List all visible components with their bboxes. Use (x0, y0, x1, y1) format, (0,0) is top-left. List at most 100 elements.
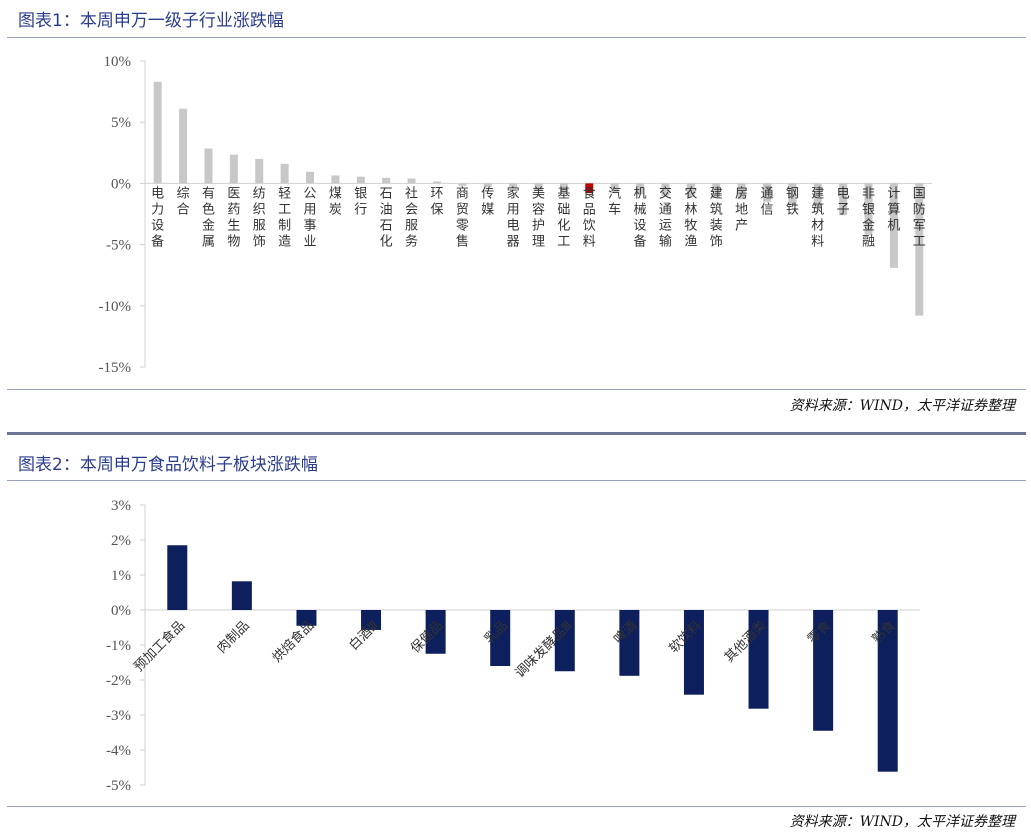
x-category-label: 医药生物 (227, 186, 240, 249)
figure-2-top-rule (7, 480, 1026, 481)
bar-机械设备 (636, 183, 645, 195)
x-category-label: 基础化工 (557, 186, 570, 249)
bar-综合 (179, 108, 188, 184)
x-category-label: 电力设备 (151, 186, 164, 249)
bar-通信 (762, 183, 771, 202)
bar-食品饮料 (585, 183, 594, 194)
y-tick-label: -3% (106, 708, 131, 724)
bar-交通运输 (661, 183, 670, 196)
x-category-label: 电子 (837, 186, 850, 217)
bar-公用事业 (306, 171, 315, 184)
bar-白酒Ⅲ (361, 610, 382, 630)
x-category-label: 机械设备 (634, 186, 647, 249)
x-category-label: 石油石化 (380, 186, 393, 249)
bar-商贸零售 (458, 183, 467, 186)
figure-2-source: 资料来源：WIND，太平洋证券整理 (789, 814, 1015, 830)
x-category-label: 传媒 (481, 186, 494, 217)
bar-社会服务 (407, 178, 416, 184)
y-tick-label: -2% (106, 673, 131, 689)
x-category-label: 社会服务 (405, 185, 418, 249)
bar-熟食 (877, 610, 898, 772)
y-tick-label: 0% (111, 603, 131, 619)
x-category-label: 银行 (354, 186, 367, 217)
x-category-label: 商贸零售 (456, 186, 469, 249)
bar-烘焙食品 (296, 610, 317, 626)
y-tick-label: 3% (111, 498, 131, 514)
x-category-label: 肉制品 (215, 618, 253, 656)
bar-煤炭 (331, 175, 340, 184)
figure-1-title: 图表1：本周申万一级子行业涨跌幅 (18, 11, 284, 31)
figure-2-bottom-rule (7, 806, 1026, 807)
bar-传媒 (483, 183, 492, 188)
y-tick-label: -1% (106, 638, 131, 654)
x-category-label: 国防军工 (913, 186, 926, 249)
bar-有色金属 (204, 148, 213, 184)
x-category-label: 预加工食品 (131, 618, 188, 675)
x-category-label: 环保 (430, 186, 443, 217)
bar-汽车 (610, 183, 619, 194)
bar-农林牧渔 (686, 183, 695, 197)
x-category-label: 建筑材料 (811, 186, 824, 249)
y-tick-label: -4% (106, 743, 131, 759)
x-category-label: 综合 (177, 186, 190, 217)
x-category-label: 纺织服饰 (253, 186, 266, 249)
y-tick-label: -15% (99, 360, 132, 376)
x-category-label: 农林牧渔 (684, 186, 697, 249)
bar-计算机 (889, 183, 898, 268)
bar-家用电器 (509, 183, 518, 189)
x-category-label: 通信 (760, 186, 773, 217)
figure-2-title: 图表2：本周申万食品饮料子板块涨跌幅 (18, 455, 318, 475)
bar-国防军工 (915, 183, 924, 316)
bar-保健品 (425, 610, 446, 654)
bar-基础化工 (559, 183, 568, 192)
x-category-label: 钢铁 (786, 186, 799, 217)
figure-1-bottom-rule (7, 389, 1026, 390)
bar-非银金融 (864, 183, 873, 235)
x-category-label: 建筑装饰 (710, 186, 723, 249)
x-category-label: 计算机 (887, 186, 900, 233)
bar-零食 (813, 610, 834, 731)
bar-电子 (839, 183, 848, 216)
figure-1-top-rule (7, 37, 1026, 38)
bar-预加工食品 (167, 545, 188, 610)
x-category-label: 房地产 (735, 185, 748, 233)
bar-纺织服饰 (255, 158, 264, 184)
bar-其他酒类 (748, 610, 769, 709)
y-tick-label: 0% (111, 176, 131, 192)
bar-美容护理 (534, 183, 543, 191)
x-category-label: 煤炭 (329, 186, 342, 217)
bar-肉制品 (231, 581, 252, 610)
bar-电力设备 (153, 81, 162, 184)
x-category-label: 公用事业 (304, 186, 317, 249)
x-category-label: 交通运输 (659, 185, 672, 249)
y-tick-label: -5% (106, 238, 131, 254)
x-category-label: 非银金融 (862, 186, 875, 249)
bar-调味发酵品Ⅲ (554, 610, 575, 672)
x-category-label: 轻工制造 (278, 186, 291, 249)
bar-乳品 (490, 610, 511, 666)
bar-建筑材料 (813, 183, 822, 210)
bar-钢铁 (788, 183, 797, 206)
bar-石油石化 (382, 177, 391, 184)
bar-医药生物 (229, 154, 238, 184)
y-tick-label: -5% (106, 778, 131, 794)
x-category-label: 家用电器 (507, 185, 520, 249)
bar-银行 (356, 176, 365, 184)
x-category-label: 美容护理 (532, 186, 545, 249)
y-tick-label: 10% (104, 54, 132, 70)
figure-1-source: 资料来源：WIND，太平洋证券整理 (789, 398, 1015, 414)
x-category-label: 食品饮料 (583, 185, 596, 249)
bar-环保 (432, 181, 441, 184)
y-tick-label: -10% (99, 299, 132, 315)
y-tick-label: 1% (111, 568, 131, 584)
bar-啤酒 (619, 610, 640, 676)
section-divider (7, 432, 1026, 435)
bar-软饮料 (683, 610, 704, 695)
x-category-label: 烘焙食品 (269, 618, 317, 666)
x-category-label: 有色金属 (202, 186, 215, 249)
bar-轻工制造 (280, 163, 289, 184)
x-category-label: 汽车 (608, 186, 621, 217)
y-tick-label: 2% (111, 533, 131, 549)
bar-建筑装饰 (712, 183, 721, 199)
